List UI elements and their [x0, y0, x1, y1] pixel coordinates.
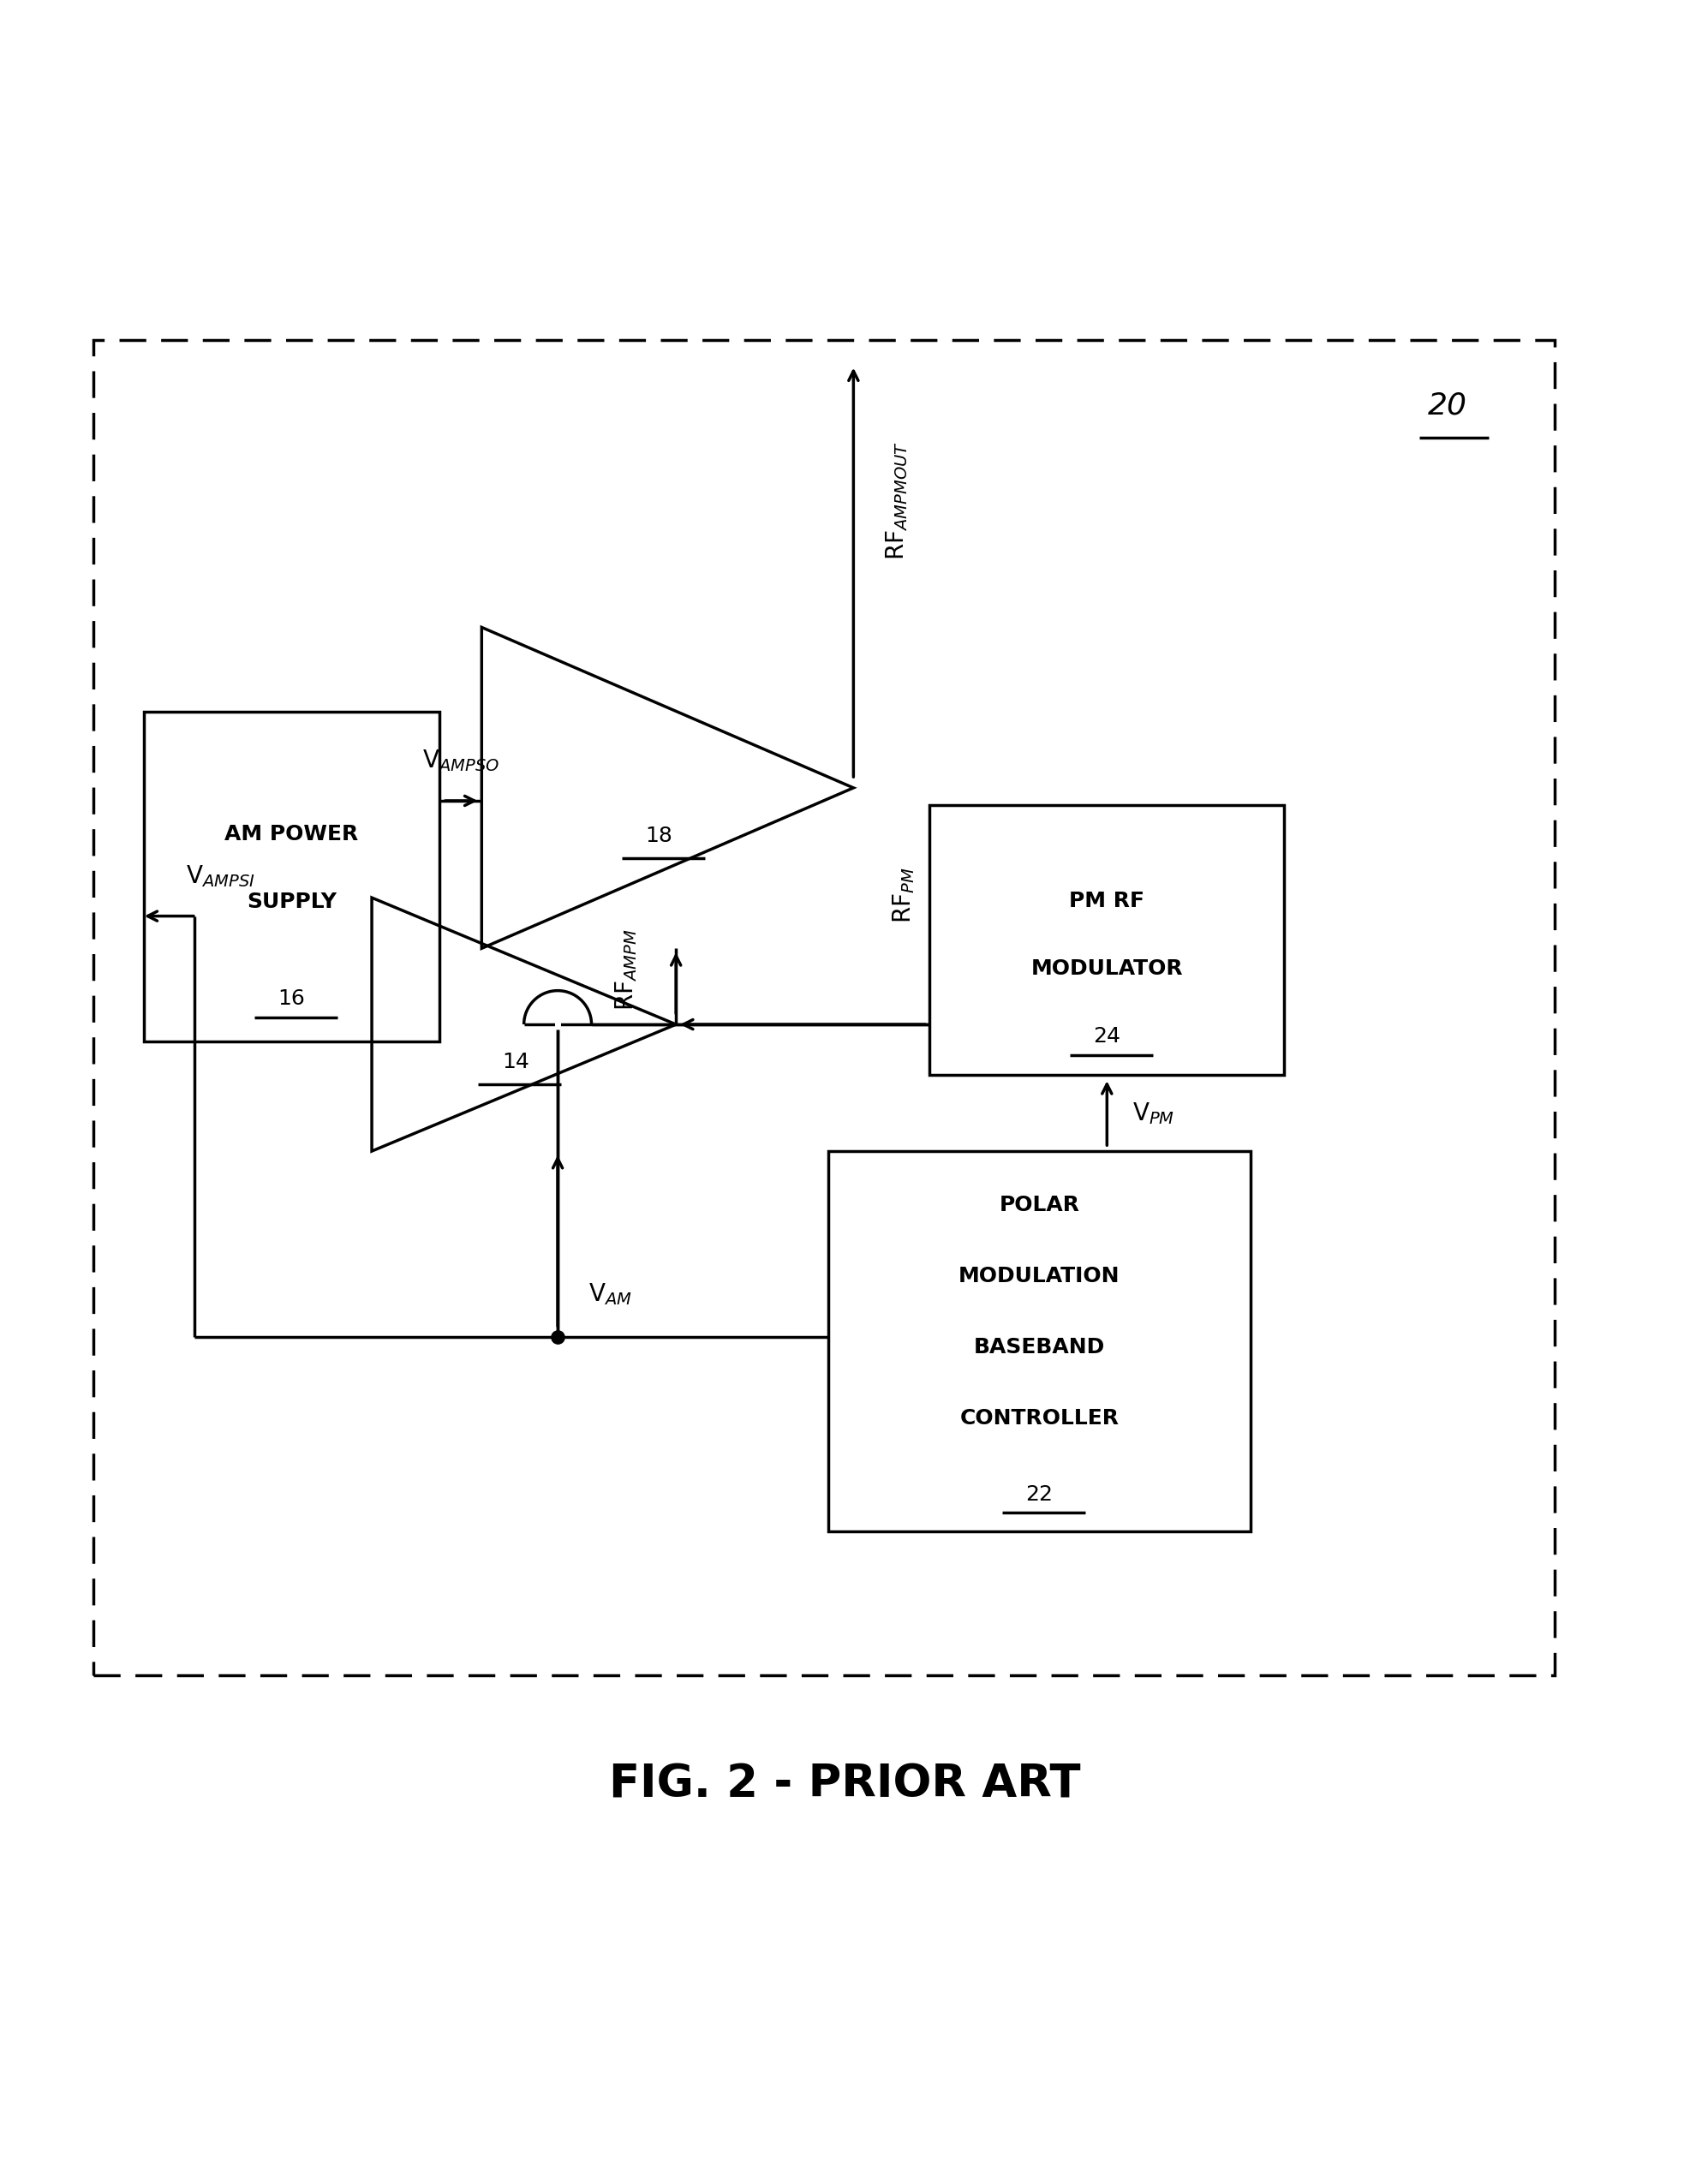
Text: RF$_{PM}$: RF$_{PM}$ [891, 867, 918, 924]
Text: PM RF: PM RF [1070, 891, 1144, 911]
Text: 18: 18 [646, 826, 673, 845]
Text: 22: 22 [1026, 1483, 1053, 1505]
Text: 14: 14 [502, 1053, 529, 1072]
FancyBboxPatch shape [828, 1151, 1251, 1531]
Text: AM POWER: AM POWER [225, 823, 358, 845]
Text: V$_{AM}$: V$_{AM}$ [588, 1282, 632, 1306]
Text: SUPPLY: SUPPLY [247, 891, 336, 913]
Text: V$_{AMPSO}$: V$_{AMPSO}$ [422, 749, 499, 773]
Text: V$_{AMPSI}$: V$_{AMPSI}$ [186, 863, 255, 889]
Text: MODULATOR: MODULATOR [1031, 959, 1183, 978]
Text: BASEBAND: BASEBAND [973, 1337, 1105, 1358]
Text: V$_{PM}$: V$_{PM}$ [1132, 1101, 1175, 1127]
FancyBboxPatch shape [930, 804, 1284, 1075]
Text: FIG. 2 - PRIOR ART: FIG. 2 - PRIOR ART [608, 1762, 1082, 1806]
Text: 24: 24 [1093, 1026, 1120, 1046]
FancyBboxPatch shape [144, 712, 439, 1042]
Text: RF$_{AMPMOUT}$: RF$_{AMPMOUT}$ [884, 441, 909, 559]
Text: CONTROLLER: CONTROLLER [960, 1409, 1119, 1428]
Text: RF$_{AMPM}$: RF$_{AMPM}$ [613, 928, 639, 1011]
Text: MODULATION: MODULATION [958, 1267, 1120, 1286]
Text: 20: 20 [1428, 391, 1467, 419]
Text: POLAR: POLAR [999, 1195, 1080, 1216]
Text: 16: 16 [277, 989, 306, 1009]
